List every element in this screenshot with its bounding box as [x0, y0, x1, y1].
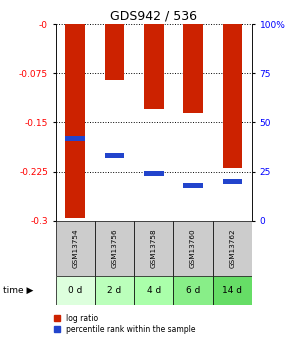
Bar: [144, 171, 163, 176]
Text: 4 d: 4 d: [147, 286, 161, 295]
Bar: [173, 276, 213, 305]
Text: GSM13758: GSM13758: [151, 229, 157, 268]
Text: GSM13754: GSM13754: [72, 229, 78, 268]
Bar: [213, 276, 252, 305]
Bar: [66, 24, 85, 218]
Bar: [183, 183, 203, 188]
Text: time ▶: time ▶: [3, 286, 33, 295]
Text: 14 d: 14 d: [222, 286, 242, 295]
Bar: [223, 179, 242, 184]
Title: GDS942 / 536: GDS942 / 536: [110, 10, 197, 23]
Legend: log ratio, percentile rank within the sample: log ratio, percentile rank within the sa…: [54, 313, 196, 334]
Text: GSM13756: GSM13756: [112, 229, 117, 268]
Bar: [56, 276, 95, 305]
Text: GSM13762: GSM13762: [229, 229, 235, 268]
Bar: [56, 221, 95, 276]
Bar: [173, 221, 213, 276]
Bar: [183, 24, 203, 112]
Text: 0 d: 0 d: [68, 286, 83, 295]
Text: 2 d: 2 d: [108, 286, 122, 295]
Text: GSM13760: GSM13760: [190, 229, 196, 268]
Bar: [66, 136, 85, 141]
Bar: [144, 24, 163, 109]
Bar: [223, 24, 242, 168]
Bar: [105, 24, 124, 80]
Bar: [213, 221, 252, 276]
Bar: [95, 276, 134, 305]
Bar: [134, 221, 173, 276]
Bar: [95, 221, 134, 276]
Bar: [134, 276, 173, 305]
Bar: [105, 154, 124, 158]
Text: 6 d: 6 d: [186, 286, 200, 295]
